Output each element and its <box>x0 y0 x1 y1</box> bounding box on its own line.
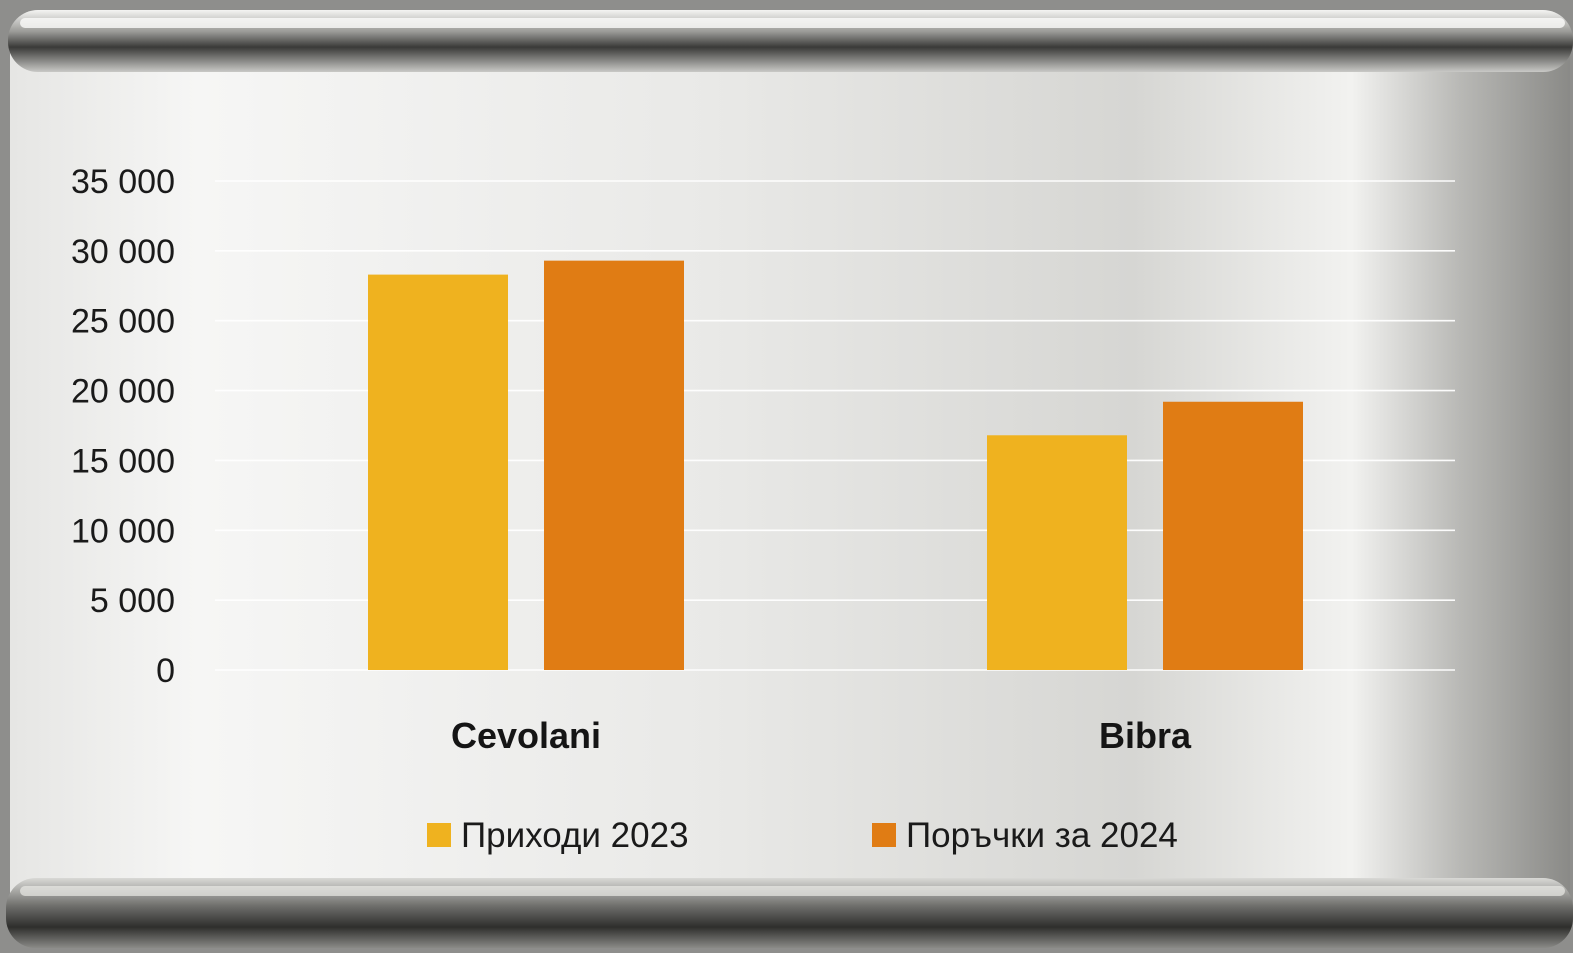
legend-label: Приходи 2023 <box>461 816 689 855</box>
y-tick-label: 35 000 <box>71 163 175 201</box>
bar-bibra-series-1 <box>987 435 1127 670</box>
y-tick-label: 30 000 <box>71 233 175 271</box>
category-label: Bibra <box>1099 715 1192 756</box>
y-tick-label: 0 <box>156 652 175 690</box>
y-tick-label: 25 000 <box>71 303 175 341</box>
legend: Приходи 2023 Поръчки за 2024 <box>427 816 1178 855</box>
legend-swatch <box>427 823 451 847</box>
bar-bibra-series-2 <box>1163 401 1303 670</box>
tin-top-rim-highlight <box>20 18 1565 28</box>
legend-swatch <box>872 823 896 847</box>
bar-cevolani-series-2 <box>544 260 684 670</box>
tin-bottom-rim-highlight <box>20 886 1565 896</box>
bar-cevolani-series-1 <box>368 274 508 670</box>
y-tick-label: 5 000 <box>90 582 175 620</box>
category-label: Cevolani <box>451 715 601 756</box>
legend-label: Поръчки за 2024 <box>906 816 1178 855</box>
category-labels: Cevolani Bibra <box>451 715 1192 756</box>
bars <box>368 260 1303 670</box>
y-tick-label: 20 000 <box>71 373 175 411</box>
y-tick-label: 15 000 <box>71 442 175 480</box>
tin-body <box>10 40 1570 910</box>
y-tick-label: 10 000 <box>71 512 175 550</box>
y-axis-tick-labels: 0 5 000 10 000 15 000 20 000 25 000 30 000 35 0… <box>71 163 175 690</box>
